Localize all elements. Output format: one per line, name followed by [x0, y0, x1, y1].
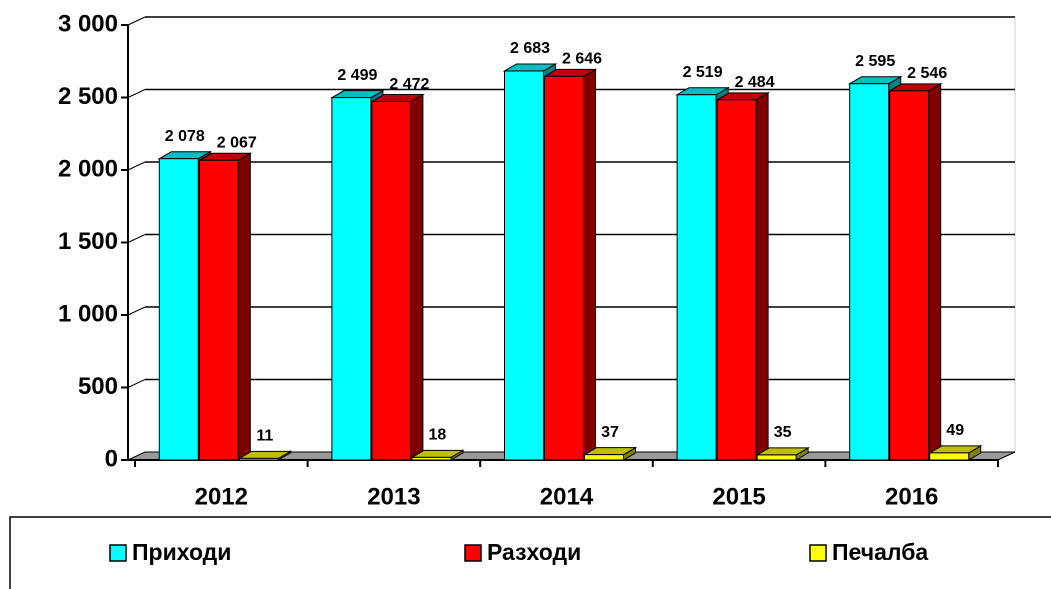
legend-label: Разходи [487, 539, 581, 565]
value-label: 2 078 [165, 128, 205, 145]
value-label: 2 595 [855, 53, 895, 70]
value-label: 2 519 [683, 64, 723, 81]
y-tick-label: 500 [78, 373, 118, 400]
bar [158, 158, 199, 461]
legend-swatch [809, 544, 827, 562]
bar [756, 454, 797, 461]
bar-side [583, 68, 596, 461]
value-label: 2 472 [389, 76, 429, 93]
bar [411, 456, 452, 461]
bar [331, 97, 372, 461]
bar-side [237, 152, 251, 461]
grid-line-side [127, 89, 146, 98]
grid-line-side [127, 379, 146, 388]
bar [929, 452, 970, 461]
value-label: 49 [946, 422, 964, 439]
bar [544, 75, 584, 461]
y-tick-label: 1 500 [58, 228, 118, 255]
bar [504, 70, 544, 461]
x-tick-label: 2012 [195, 483, 248, 510]
bar [849, 83, 890, 461]
legend-label: Печалба [832, 539, 928, 565]
value-label: 11 [256, 428, 273, 445]
legend-swatch [109, 544, 127, 562]
x-tick-label: 2015 [712, 483, 765, 510]
y-tick-label: 0 [105, 445, 118, 472]
legend-box [9, 516, 1051, 589]
grid-line-side [127, 16, 146, 26]
x-tick-label: 2014 [540, 483, 594, 510]
value-label: 37 [601, 424, 619, 441]
bar [584, 454, 624, 461]
value-label: 2 546 [907, 65, 947, 82]
grid-line-side [127, 161, 146, 171]
value-label: 2 484 [735, 74, 775, 91]
legend-label: Приходи [132, 539, 231, 565]
legend-swatch [464, 544, 482, 562]
bar [889, 90, 930, 461]
value-label: 2 646 [562, 51, 602, 68]
bar [371, 101, 412, 461]
bar [716, 99, 757, 461]
value-label: 2 499 [337, 67, 377, 84]
bar-side [755, 91, 769, 461]
x-tick-label: 2016 [885, 483, 938, 510]
bar-side [928, 82, 942, 461]
value-label: 18 [429, 427, 447, 444]
bar [238, 457, 279, 461]
y-tick-label: 3 000 [58, 10, 118, 37]
grid-line-side [127, 234, 146, 243]
value-label: 2 683 [510, 40, 550, 57]
bar-side [410, 93, 424, 461]
bar [676, 94, 717, 461]
value-label: 35 [774, 424, 792, 441]
grid-line-side [127, 306, 146, 316]
y-tick-label: 2 500 [58, 83, 118, 110]
value-label: 2 067 [217, 135, 257, 152]
bar [198, 159, 239, 461]
y-tick-label: 2 000 [58, 155, 118, 182]
x-tick-label: 2013 [367, 483, 420, 510]
y-tick-label: 1 000 [58, 300, 118, 327]
